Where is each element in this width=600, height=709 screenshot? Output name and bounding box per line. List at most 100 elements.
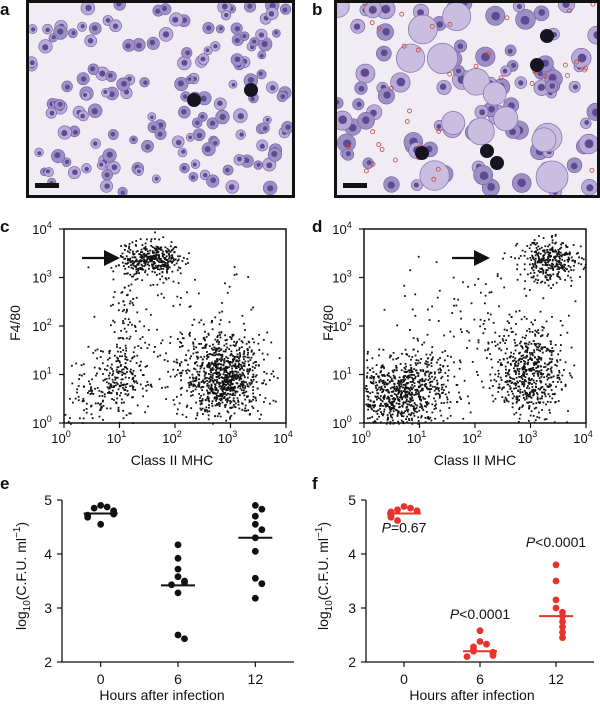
cell <box>139 77 150 88</box>
event-dot <box>83 409 85 412</box>
event-dot <box>177 266 180 269</box>
event-dot <box>207 399 210 402</box>
event-dot <box>533 372 536 375</box>
event-dot <box>268 402 271 405</box>
event-dot <box>398 391 401 394</box>
event-dot <box>202 381 205 384</box>
event-dot <box>231 367 234 370</box>
event-dot <box>229 336 231 338</box>
event-dot <box>137 345 140 347</box>
event-dot <box>149 313 152 316</box>
event-dot <box>552 375 555 378</box>
event-dot <box>396 382 399 385</box>
event-dot <box>120 381 123 384</box>
event-dot <box>513 378 516 381</box>
event-dot <box>549 411 551 414</box>
cell <box>174 76 189 92</box>
event-dot <box>172 305 175 307</box>
event-dot <box>545 347 548 350</box>
event-dot <box>420 416 423 419</box>
event-dot <box>545 375 548 378</box>
event-dot <box>119 347 122 349</box>
event-dot <box>518 375 521 378</box>
event-dot <box>224 348 227 351</box>
event-dot <box>487 312 489 315</box>
event-dot <box>201 389 204 392</box>
event-dot <box>470 302 473 305</box>
event-dot <box>390 408 393 411</box>
event-dot <box>560 344 562 346</box>
event-dot <box>386 373 389 376</box>
event-dot <box>398 398 401 401</box>
event-dot <box>248 368 251 370</box>
event-dot <box>516 242 519 245</box>
event-dot <box>365 376 368 379</box>
event-dot <box>223 361 226 364</box>
event-dot <box>243 391 246 394</box>
event-dot <box>392 404 394 407</box>
event-dot <box>386 389 389 391</box>
event-dot <box>523 383 526 386</box>
red-cell <box>363 168 369 174</box>
event-dot <box>210 385 213 388</box>
event-dot <box>215 388 218 391</box>
cell <box>210 41 221 52</box>
cell <box>225 179 240 194</box>
cell <box>235 129 246 140</box>
event-dot <box>82 385 85 388</box>
event-dot <box>113 381 116 384</box>
event-dot <box>129 289 132 292</box>
event-dot <box>544 365 547 368</box>
event-dot <box>367 390 370 393</box>
event-dot <box>188 386 191 389</box>
event-dot <box>116 343 118 346</box>
event-dot <box>536 274 539 277</box>
event-dot <box>107 382 110 385</box>
event-dot <box>188 369 191 372</box>
event-dot <box>550 255 553 257</box>
event-dot <box>534 257 537 260</box>
event-dot <box>389 421 392 423</box>
event-dot <box>110 384 113 387</box>
x-tick-label: 0 <box>400 671 408 687</box>
event-dot <box>560 255 563 258</box>
event-dot <box>547 251 550 254</box>
event-dot <box>541 409 543 411</box>
event-dot <box>517 362 520 365</box>
event-dot <box>177 282 180 284</box>
event-dot <box>219 399 222 402</box>
event-dot <box>422 409 425 411</box>
event-dot <box>414 293 417 296</box>
event-dot <box>188 333 191 336</box>
event-dot <box>255 399 258 402</box>
event-dot <box>259 393 261 396</box>
event-dot <box>479 325 481 328</box>
event-dot <box>447 369 450 372</box>
event-dot <box>386 379 389 381</box>
event-dot <box>119 365 122 367</box>
event-dot <box>399 380 401 383</box>
event-dot <box>526 387 528 389</box>
event-dot <box>125 356 128 359</box>
event-dot <box>252 362 255 365</box>
event-dot <box>467 331 470 334</box>
event-dot <box>427 379 430 381</box>
event-dot <box>370 375 373 377</box>
event-dot <box>80 364 83 367</box>
event-dot <box>211 347 213 350</box>
event-dot <box>163 258 166 261</box>
event-dot <box>121 291 124 293</box>
event-dot <box>89 383 91 385</box>
event-dot <box>176 361 179 364</box>
event-dot <box>403 388 406 391</box>
event-dot <box>408 371 411 374</box>
event-dot <box>376 388 379 391</box>
event-dot <box>224 406 227 408</box>
event-dot <box>213 391 216 394</box>
event-dot <box>515 310 518 313</box>
event-dot <box>537 346 540 349</box>
event-dot <box>222 373 225 376</box>
event-dot <box>149 249 152 252</box>
event-dot <box>388 375 390 377</box>
red-cell <box>574 59 579 65</box>
